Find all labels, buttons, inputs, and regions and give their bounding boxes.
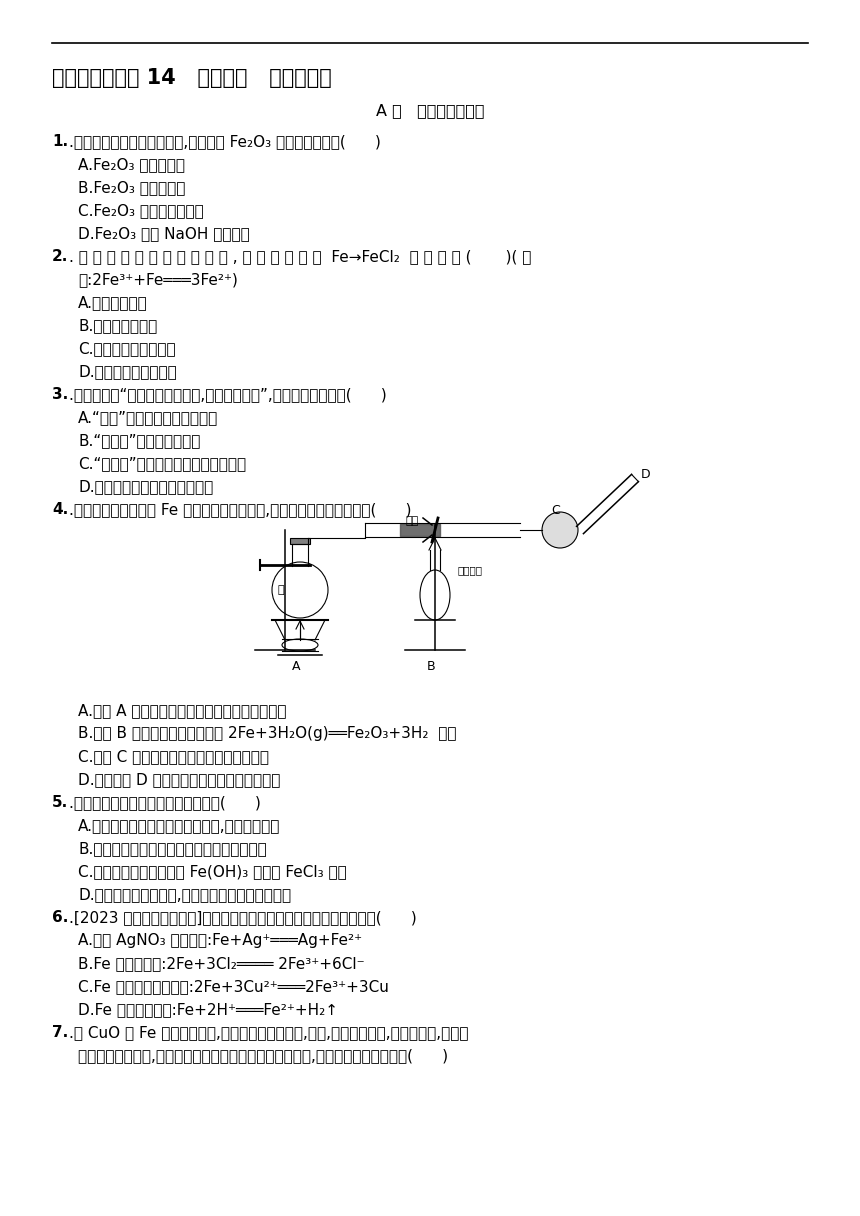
Text: D.Fe 与稀确酸反应:Fe+2H⁺═══Fe²⁺+H₂↑: D.Fe 与稀确酸反应:Fe+2H⁺═══Fe²⁺+H₂↑ <box>78 1002 338 1017</box>
Ellipse shape <box>420 570 450 620</box>
Text: .关于鐵及其化合物的叙述不正确的是(      ): .关于鐵及其化合物的叙述不正确的是( ) <box>69 795 261 810</box>
Text: .[2023 山西怀仁高一期中]下列有关鐵性质的离子方程式书写正确的是(      ): .[2023 山西怀仁高一期中]下列有关鐵性质的离子方程式书写正确的是( ) <box>69 910 416 925</box>
Text: A.装置 A 的作用是为实验提供持续不断的水蜒气: A.装置 A 的作用是为实验提供持续不断的水蜒气 <box>78 703 286 717</box>
Text: C.装置 C 中加入的固体干燥剂可能是硨石灰: C.装置 C 中加入的固体干燥剂可能是硨石灰 <box>78 749 269 764</box>
Text: 液中插入一枚鐵钉,发现鐵钉并无任何变化。根据上述现象,确定下面结论正确的是(      ): 液中插入一枚鐵钉,发现鐵钉并无任何变化。根据上述现象,确定下面结论正确的是( ) <box>78 1048 448 1063</box>
Text: B.Fe 与氯气反应:2Fe+3Cl₂════ 2Fe³⁺+6Cl⁻: B.Fe 与氯气反应:2Fe+3Cl₂════ 2Fe³⁺+6Cl⁻ <box>78 956 365 972</box>
Text: .从物质类别和元素价态视角,下列预测 Fe₂O₃ 的性质错误的是(      ): .从物质类别和元素价态视角,下列预测 Fe₂O₃ 的性质错误的是( ) <box>69 134 381 150</box>
Text: C.“内不化”是因为内部的鐵活动性较差: C.“内不化”是因为内部的鐵活动性较差 <box>78 456 246 471</box>
Text: 4.: 4. <box>52 502 68 517</box>
Text: A.鐵与氯气反应: A.鐵与氯气反应 <box>78 295 148 310</box>
Ellipse shape <box>282 638 318 651</box>
Text: .用如图所示装置进行 Fe 与水蜒气反应的实验,下列有关说法不正确的是(      ): .用如图所示装置进行 Fe 与水蜒气反应的实验,下列有关说法不正确的是( ) <box>69 502 411 517</box>
Text: 2.: 2. <box>52 249 69 264</box>
Circle shape <box>272 562 328 618</box>
Text: 铁粉: 铁粉 <box>405 516 418 527</box>
Text: .在 CuO 和 Fe 粉的混合物中,加入一定量的稀确酸,微热,当反应停止后,滤出不溶物,并向滤: .在 CuO 和 Fe 粉的混合物中,加入一定量的稀确酸,微热,当反应停止后,滤… <box>69 1025 469 1040</box>
Text: 酒精喷灯: 酒精喷灯 <box>457 565 482 575</box>
Text: C.鐵与氯化铜溶液反应: C.鐵与氯化铜溶液反应 <box>78 340 175 356</box>
Text: 3.: 3. <box>52 387 68 402</box>
Text: B.红热的鐵与水蜒气反应生成氢氧化鐵和氢气: B.红热的鐵与水蜒气反应生成氢氧化鐵和氢气 <box>78 841 267 856</box>
Text: 1.: 1. <box>52 134 68 150</box>
Text: 6.: 6. <box>52 910 69 925</box>
Text: 7.: 7. <box>52 1025 68 1040</box>
Text: 5.: 5. <box>52 795 68 810</box>
Text: D: D <box>641 468 651 482</box>
Text: 水: 水 <box>278 585 285 595</box>
Text: A.鐵的三种常见氧化物都不溶于水,也不与水反应: A.鐵的三种常见氧化物都不溶于水,也不与水反应 <box>78 818 280 833</box>
Text: B.鐵与稀盐酸反应: B.鐵与稀盐酸反应 <box>78 319 157 333</box>
Text: C: C <box>551 503 561 517</box>
Text: .古籍中记载“曾青得鐵则化为铜,外化而内不化”,下列说法正确的是(      ): .古籍中记载“曾青得鐵则化为铜,外化而内不化”,下列说法正确的是( ) <box>69 387 387 402</box>
Text: C.Fe 与确酸铜溶液反应:2Fe+3Cu²⁺═══2Fe³⁺+3Cu: C.Fe 与确酸铜溶液反应:2Fe+3Cu²⁺═══2Fe³⁺+3Cu <box>78 979 389 993</box>
Text: B.Fe₂O₃ 可与铝反应: B.Fe₂O₃ 可与铝反应 <box>78 180 186 195</box>
Text: C.可以用丁达尔效应区别 Fe(OH)₃ 胶体与 FeCl₃ 溶液: C.可以用丁达尔效应区别 Fe(OH)₃ 胶体与 FeCl₃ 溶液 <box>78 865 347 879</box>
Text: D.氧化鐵是红棕色粉末,可作油漆、涂料的红色染料: D.氧化鐵是红棕色粉末,可作油漆、涂料的红色染料 <box>78 886 292 902</box>
FancyBboxPatch shape <box>290 537 310 544</box>
Text: B.“化为铜”表明鐵转化为铜: B.“化为铜”表明鐵转化为铜 <box>78 433 200 447</box>
Text: . 基 于 物 质 类 别 和 元 素 价 态 , 下 列 不 能 实 现  Fe→FeCl₂  转 化 的 是 (       )( 提: . 基 于 物 质 类 别 和 元 素 价 态 , 下 列 不 能 实 现 Fe… <box>69 249 531 264</box>
Text: D.点燃装置 D 处的气体前必须检验气体的纯度: D.点燃装置 D 处的气体前必须检验气体的纯度 <box>78 772 280 787</box>
Text: A: A <box>292 660 300 672</box>
Text: B: B <box>427 660 435 672</box>
Circle shape <box>542 512 578 548</box>
Text: A 级   必备知识基础练: A 级 必备知识基础练 <box>376 103 484 118</box>
Text: A.Fe₂O₃ 具有氧化性: A.Fe₂O₃ 具有氧化性 <box>78 157 185 171</box>
Text: A.“外化”时发生了氧化还原反应: A.“外化”时发生了氧化还原反应 <box>78 410 218 426</box>
Text: D.鐵与氯化鐵溶液反应: D.鐵与氯化鐵溶液反应 <box>78 364 177 379</box>
Text: A.鐵与 AgNO₃ 溶液反应:Fe+Ag⁺═══Ag+Fe²⁺: A.鐵与 AgNO₃ 溶液反应:Fe+Ag⁺═══Ag+Fe²⁺ <box>78 933 362 948</box>
Text: D.Fe₂O₃ 可与 NaOH 溶液反应: D.Fe₂O₃ 可与 NaOH 溶液反应 <box>78 226 249 241</box>
Text: 第三章分层作业 14   鐵的单质   鐵的氧化物: 第三章分层作业 14 鐵的单质 鐵的氧化物 <box>52 68 332 88</box>
Text: B.装置 B 中反应的化学方程式是 2Fe+3H₂O(g)══Fe₂O₃+3H₂  高温: B.装置 B 中反应的化学方程式是 2Fe+3H₂O(g)══Fe₂O₃+3H₂… <box>78 726 457 741</box>
Text: C.Fe₂O₃ 可与稀盐酸反应: C.Fe₂O₃ 可与稀盐酸反应 <box>78 203 204 218</box>
Text: D.反应中溶液由蓝色转化为黄色: D.反应中溶液由蓝色转化为黄色 <box>78 479 213 494</box>
Text: 示:2Fe³⁺+Fe═══3Fe²⁺): 示:2Fe³⁺+Fe═══3Fe²⁺) <box>78 272 238 287</box>
